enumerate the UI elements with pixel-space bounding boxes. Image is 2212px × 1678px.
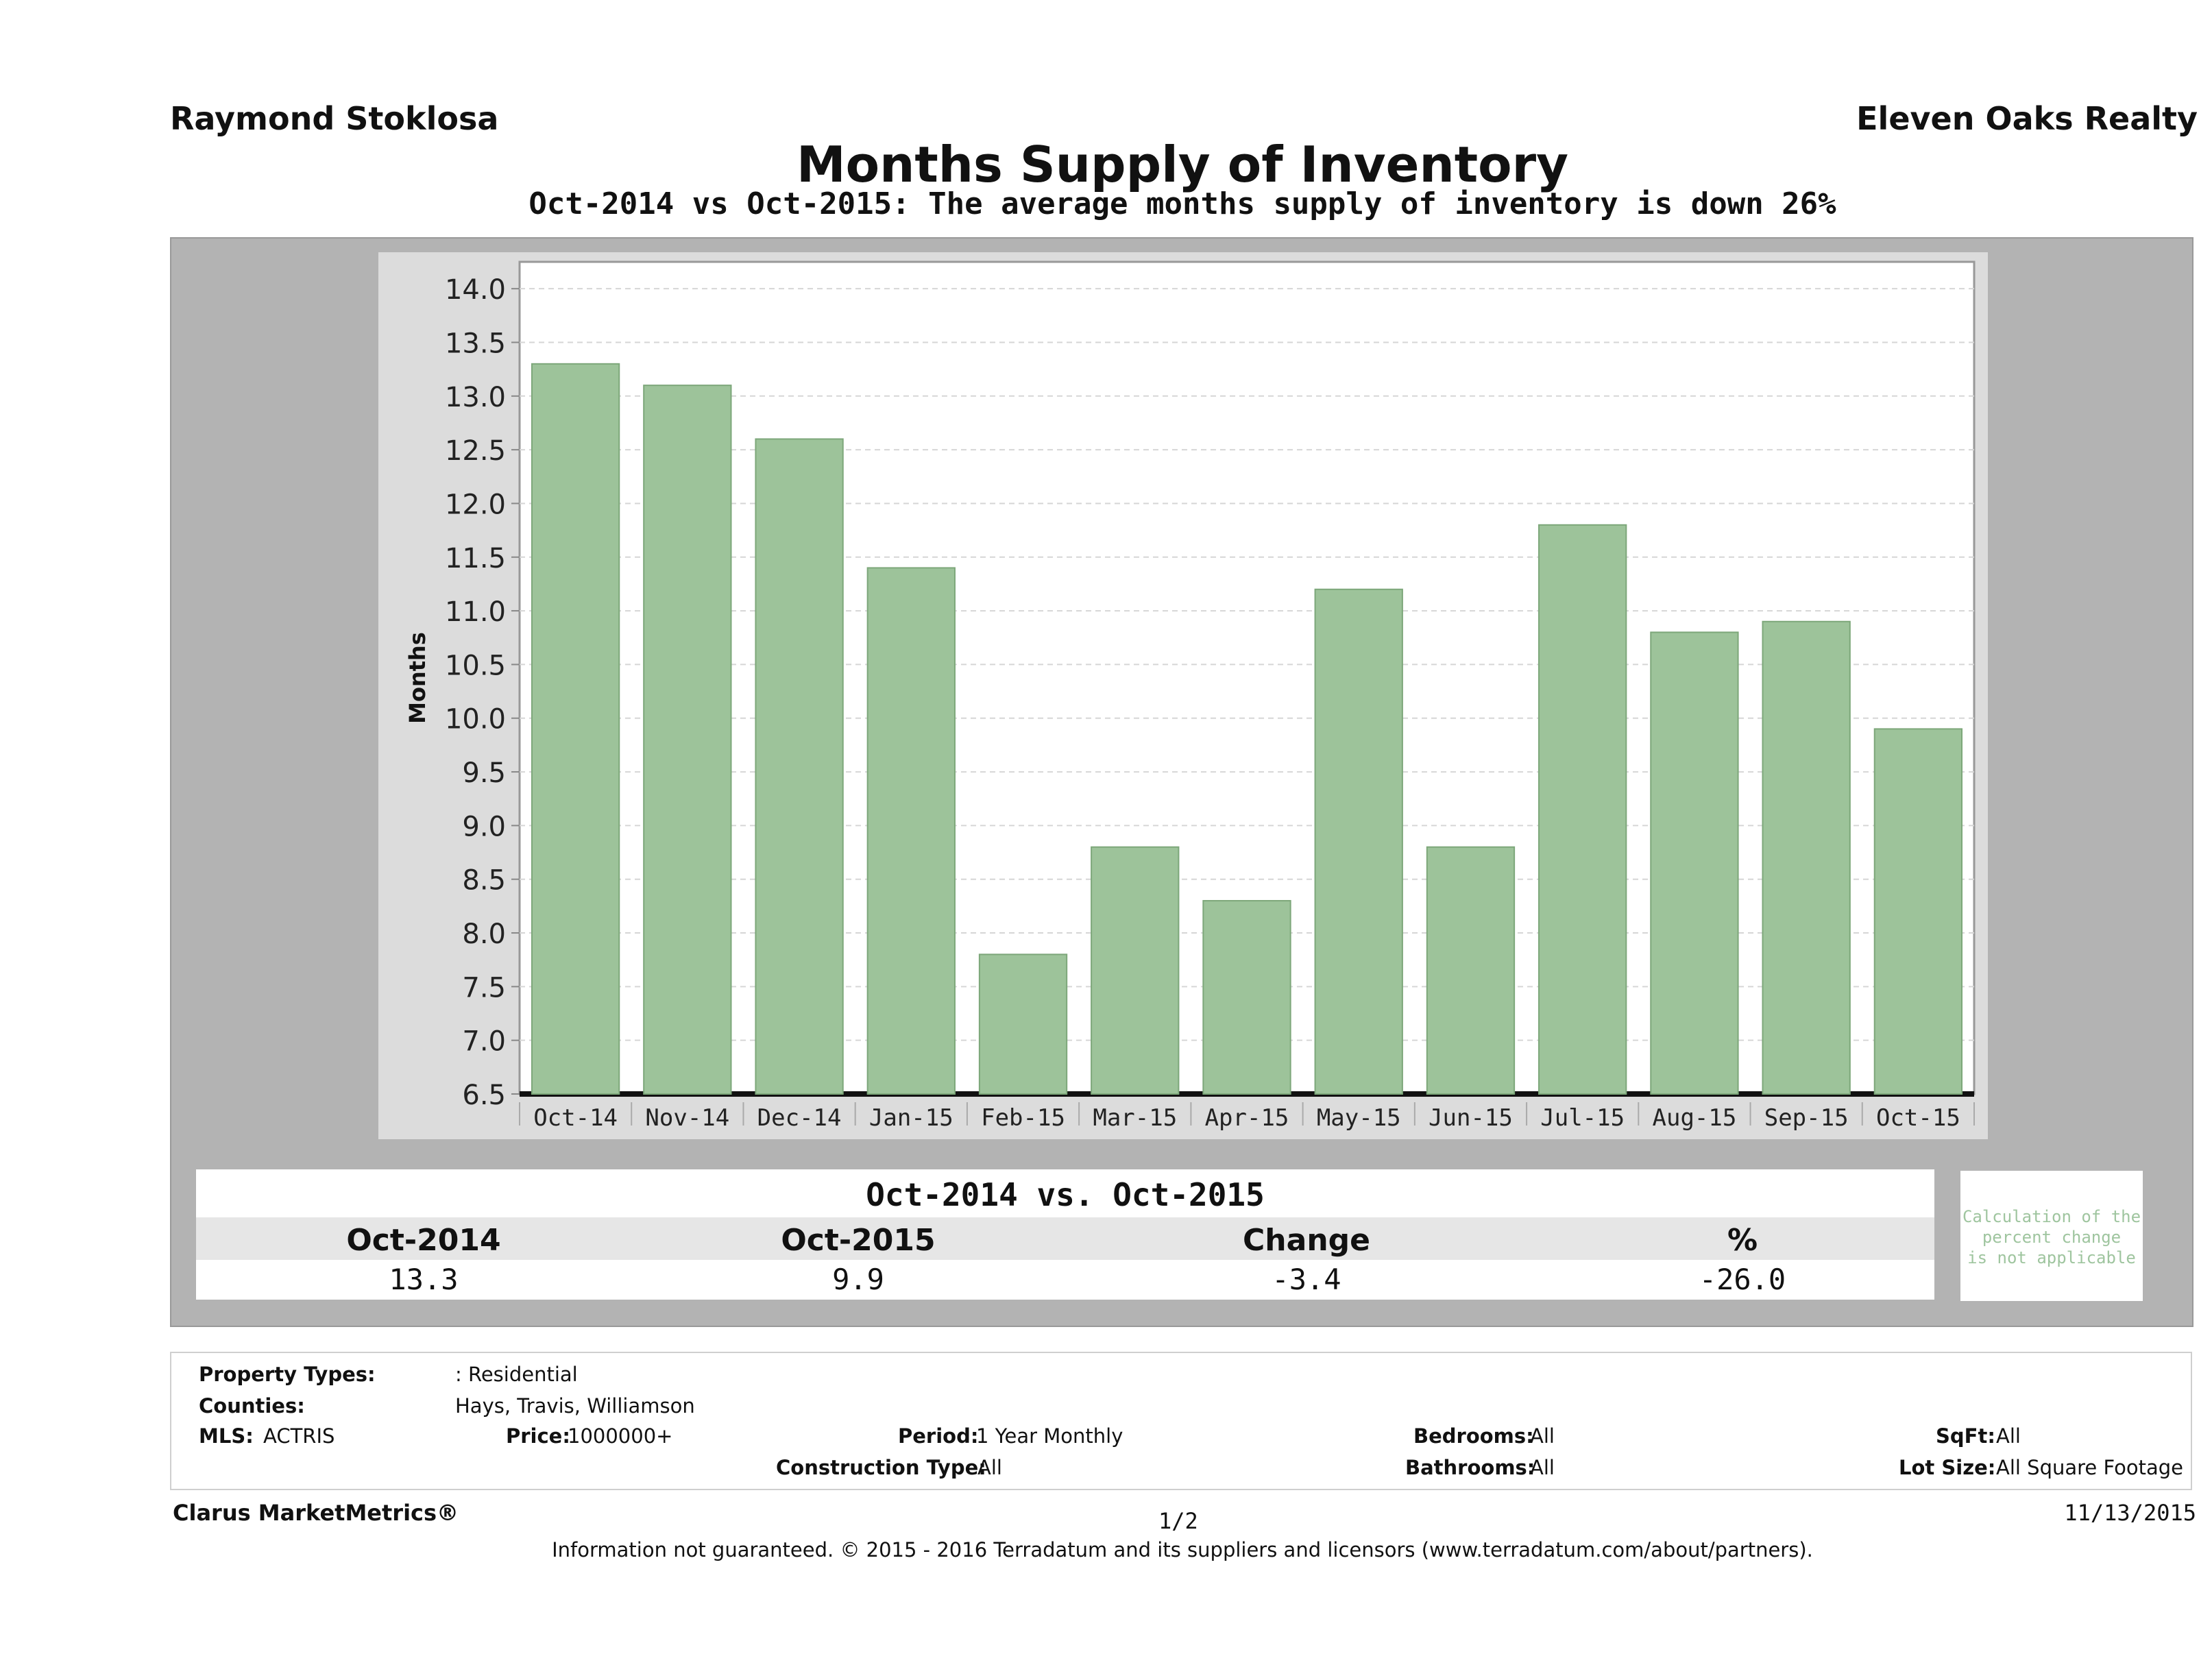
- bar-mar-15: [1091, 846, 1180, 1095]
- company-name: Eleven Oaks Realty: [1856, 100, 2198, 137]
- ytick-label: 11.0: [445, 596, 506, 628]
- construction-type-value: All: [977, 1456, 1002, 1479]
- mls-value: ACTRIS: [263, 1424, 335, 1448]
- price-label: Price:: [506, 1424, 570, 1448]
- ytick-label: 12.5: [445, 435, 506, 467]
- bathrooms-label: Bathrooms:: [1405, 1456, 1535, 1479]
- summary-header-change: Change: [1243, 1223, 1370, 1258]
- bar-jul-15: [1538, 524, 1627, 1095]
- y-axis-label: Months: [404, 632, 430, 724]
- brand-footer: Clarus MarketMetrics®: [173, 1500, 459, 1526]
- bar-feb-15: [978, 953, 1068, 1095]
- ytick-label: 9.5: [462, 757, 506, 789]
- summary-table: Oct-2014 vs. Oct-2015 Oct-2014 Oct-2015 …: [182, 1160, 2184, 1312]
- summary-title-row: Oct-2014 vs. Oct-2015: [196, 1169, 1934, 1217]
- ytick-label: 13.0: [445, 382, 506, 413]
- ytick-label: 6.5: [462, 1080, 506, 1111]
- bar-jan-15: [866, 567, 956, 1095]
- property-types-value: : Residential: [455, 1363, 578, 1386]
- ytick-label: 7.5: [462, 972, 506, 1004]
- mls-label: MLS:: [199, 1424, 254, 1448]
- note-line-1: Calculation of the: [1962, 1207, 2141, 1226]
- bar-nov-14: [643, 385, 732, 1095]
- note-line-3: is not applicable: [1967, 1248, 2136, 1267]
- ytick-label: 8.5: [462, 865, 506, 897]
- summary-value-oct2014: 13.3: [389, 1263, 459, 1296]
- summary-header-oct2014: Oct-2014: [346, 1223, 501, 1258]
- ytick-label: 12.0: [445, 489, 506, 520]
- bedrooms-label: Bedrooms:: [1413, 1424, 1534, 1448]
- bar-jun-15: [1426, 846, 1516, 1095]
- summary-header-row: Oct-2014 Oct-2015 Change %: [196, 1217, 1934, 1260]
- summary-header-oct2015: Oct-2015: [781, 1223, 936, 1258]
- percent-change-note: Calculation of the percent change is not…: [1960, 1171, 2143, 1301]
- xtick-label: Jul-15: [1540, 1104, 1625, 1132]
- note-line-2: percent change: [1982, 1228, 2122, 1247]
- summary-value-row: 13.3 9.9 -3.4 -26.0: [196, 1260, 1934, 1300]
- lot-size-label: Lot Size:: [1899, 1456, 1996, 1479]
- bathrooms-value: All: [1530, 1456, 1555, 1479]
- xtick-label: Sep-15: [1764, 1104, 1849, 1132]
- price-value: 1000000+: [568, 1424, 673, 1448]
- ytick-label: 14.0: [445, 274, 506, 306]
- summary-value-oct2015: 9.9: [832, 1263, 884, 1296]
- bar-dec-14: [755, 438, 844, 1095]
- ytick-label: 7.0: [462, 1026, 506, 1058]
- period-value: 1 Year Monthly: [976, 1424, 1123, 1448]
- report-date: 11/13/2015: [2064, 1500, 2196, 1526]
- xtick-label: Aug-15: [1653, 1104, 1737, 1132]
- bar-sep-15: [1762, 620, 1851, 1095]
- bar-may-15: [1314, 588, 1403, 1095]
- page-number: 1/2: [1158, 1508, 1198, 1534]
- sqft-value: All: [1996, 1424, 2021, 1448]
- xtick-label: Feb-15: [981, 1104, 1065, 1132]
- disclaimer: Information not guaranteed. © 2015 - 201…: [552, 1538, 1813, 1561]
- counties-label: Counties:: [199, 1394, 305, 1418]
- xtick-label: Oct-14: [533, 1104, 618, 1132]
- ytick-label: 10.0: [445, 704, 506, 735]
- ytick-label: 11.5: [445, 543, 506, 574]
- xtick-label: May-15: [1317, 1104, 1401, 1132]
- ytick-label: 10.5: [445, 650, 506, 681]
- agent-name: Raymond Stoklosa: [170, 100, 499, 137]
- xtick-label: Oct-15: [1876, 1104, 1960, 1132]
- bar-apr-15: [1202, 900, 1291, 1095]
- xtick-label: Apr-15: [1205, 1104, 1289, 1132]
- construction-type-label: Construction Type:: [776, 1456, 986, 1479]
- xtick-label: Mar-15: [1093, 1104, 1177, 1132]
- xtick-label: Nov-14: [645, 1104, 729, 1132]
- summary-value-change: -3.4: [1272, 1263, 1341, 1296]
- period-label: Period:: [898, 1424, 979, 1448]
- bar-aug-15: [1650, 631, 1739, 1095]
- summary-value-percent: -26.0: [1699, 1263, 1786, 1296]
- filters-panel: Property Types: : Residential Counties: …: [170, 1352, 2192, 1490]
- ytick-label: 13.5: [445, 328, 506, 359]
- chart-subtitle: Oct-2014 vs Oct-2015: The average months…: [528, 186, 1836, 221]
- sqft-label: SqFt:: [1936, 1424, 1995, 1448]
- counties-value: Hays, Travis, Williamson: [455, 1394, 695, 1418]
- bedrooms-value: All: [1530, 1424, 1555, 1448]
- bar-oct-15: [1873, 728, 1963, 1095]
- lot-size-value: All Square Footage: [1996, 1456, 2184, 1479]
- summary-header-percent: %: [1727, 1223, 1758, 1258]
- chart-title: Months Supply of Inventory: [796, 136, 1569, 193]
- xtick-label: Jun-15: [1429, 1104, 1513, 1132]
- ytick-label: 8.0: [462, 919, 506, 950]
- property-types-label: Property Types:: [199, 1363, 376, 1386]
- ytick-label: 9.0: [462, 811, 506, 842]
- xtick-label: Dec-14: [757, 1104, 842, 1132]
- bar-oct-14: [531, 363, 620, 1095]
- summary-title: Oct-2014 vs. Oct-2015: [866, 1176, 1265, 1213]
- xtick-label: Jan-15: [869, 1104, 953, 1132]
